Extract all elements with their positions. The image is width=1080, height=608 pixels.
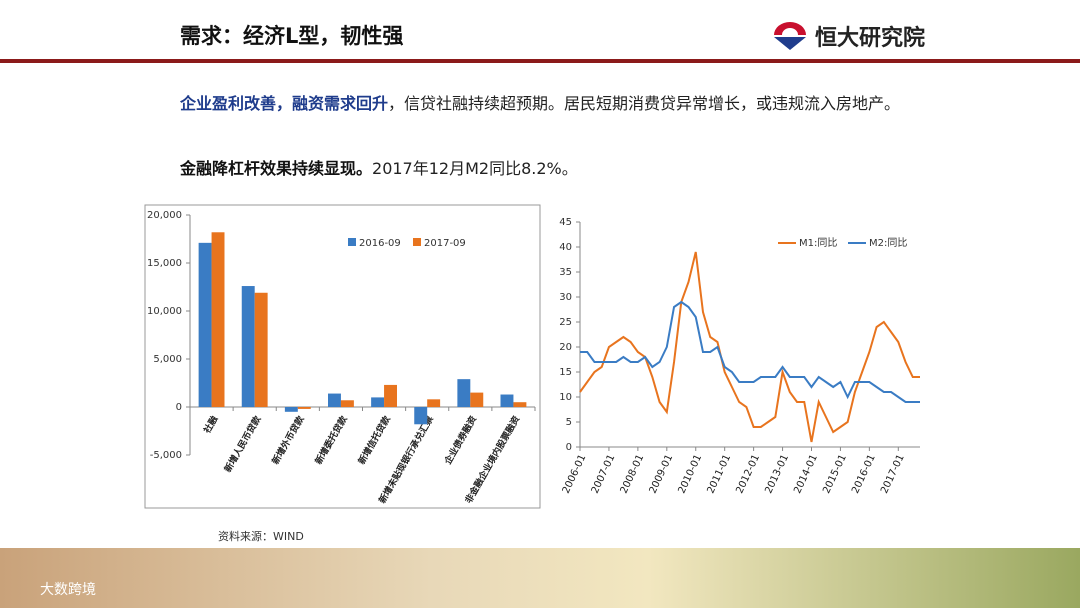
header-rule	[0, 59, 1080, 63]
y-tick-label: 10,000	[147, 306, 182, 317]
x-tick-label: 2009-01	[648, 453, 676, 496]
x-tick-label: 2016-01	[850, 453, 878, 496]
paragraph: 企业盈利改善，融资需求回升，信贷社融持续超预期。居民短期消费贷异常增长，或违规流…	[180, 90, 920, 117]
x-tick-label: 新增信托贷款	[355, 413, 393, 467]
y-tick-label: 35	[559, 267, 572, 278]
legend-swatch	[348, 238, 356, 246]
x-tick-label: 新增委托贷款	[312, 413, 350, 467]
bar	[427, 399, 441, 407]
y-tick-label: 20,000	[147, 210, 182, 221]
chart-frame	[144, 204, 541, 509]
y-tick-label: 5,000	[153, 354, 182, 365]
x-tick-label: 新增人民币贷款	[222, 413, 264, 474]
bar	[384, 384, 397, 407]
x-tick-label: 2007-01	[590, 453, 618, 496]
watermark: 大数跨境	[40, 582, 96, 598]
y-tick-label: 45	[559, 217, 572, 228]
x-tick-label: 社融	[200, 414, 220, 436]
bar	[414, 407, 428, 425]
x-tick-label: 2008-01	[619, 453, 647, 496]
y-tick-label: 15	[559, 367, 572, 378]
bar	[198, 242, 212, 407]
bar	[284, 407, 298, 412]
legend-label: M2:同比	[869, 237, 907, 249]
title: 需求：经济L型，韧性强	[180, 24, 404, 48]
bar	[241, 286, 255, 407]
y-tick-label: 0	[176, 402, 182, 413]
legend-label: 2017-09	[424, 238, 466, 249]
footer-image	[0, 548, 1080, 608]
x-tick-label: 2017-01	[879, 453, 907, 496]
paragraph-text: ，信贷社融持续超预期。居民短期消费贷异常增长，或违规流入房地产。	[388, 94, 901, 113]
brand: 恒大研究院	[815, 26, 926, 51]
line	[580, 300, 920, 403]
x-tick-label: 2013-01	[763, 453, 791, 496]
y-tick-label: -5,000	[150, 450, 182, 461]
y-tick-label: 5	[566, 417, 572, 428]
y-tick-label: 20	[559, 342, 572, 353]
x-tick-label: 2012-01	[734, 453, 762, 496]
bar	[340, 400, 354, 407]
bar	[211, 232, 225, 407]
highlight: 金融降杠杆效果持续显现。	[180, 159, 373, 178]
x-tick-label: 新增外币贷款	[269, 413, 307, 467]
bar	[297, 407, 311, 409]
y-tick-label: 10	[559, 392, 572, 403]
y-tick-label: 15,000	[147, 258, 182, 269]
highlight: 企业盈利改善，融资需求回升	[180, 94, 389, 113]
bar	[470, 392, 484, 407]
x-tick-label: 2010-01	[677, 453, 705, 496]
y-tick-label: 25	[559, 317, 572, 328]
legend-swatch	[413, 238, 421, 246]
source: 资料来源：WIND	[218, 529, 304, 543]
logo	[774, 22, 806, 50]
legend-label: 2016-09	[359, 238, 401, 249]
bar	[500, 394, 514, 407]
y-tick-label: 0	[566, 442, 572, 453]
paragraph-text: 2017年12月M2同比8.2%。	[372, 159, 578, 178]
paragraph: 金融降杠杆效果持续显现。2017年12月M2同比8.2%。	[180, 155, 920, 182]
x-tick-label: 2015-01	[821, 453, 849, 496]
bar	[457, 379, 471, 407]
line	[579, 251, 920, 443]
y-tick-label: 40	[559, 242, 572, 253]
legend-label: M1:同比	[799, 237, 837, 249]
bar	[254, 292, 268, 407]
x-tick-label: 2011-01	[705, 453, 733, 496]
x-tick-label: 企业债券融资	[441, 414, 479, 468]
bar	[328, 393, 341, 407]
bar	[513, 402, 527, 407]
bar	[371, 397, 385, 407]
x-tick-label: 2006-01	[561, 453, 589, 496]
y-tick-label: 30	[559, 292, 572, 303]
x-tick-label: 2014-01	[792, 453, 820, 496]
